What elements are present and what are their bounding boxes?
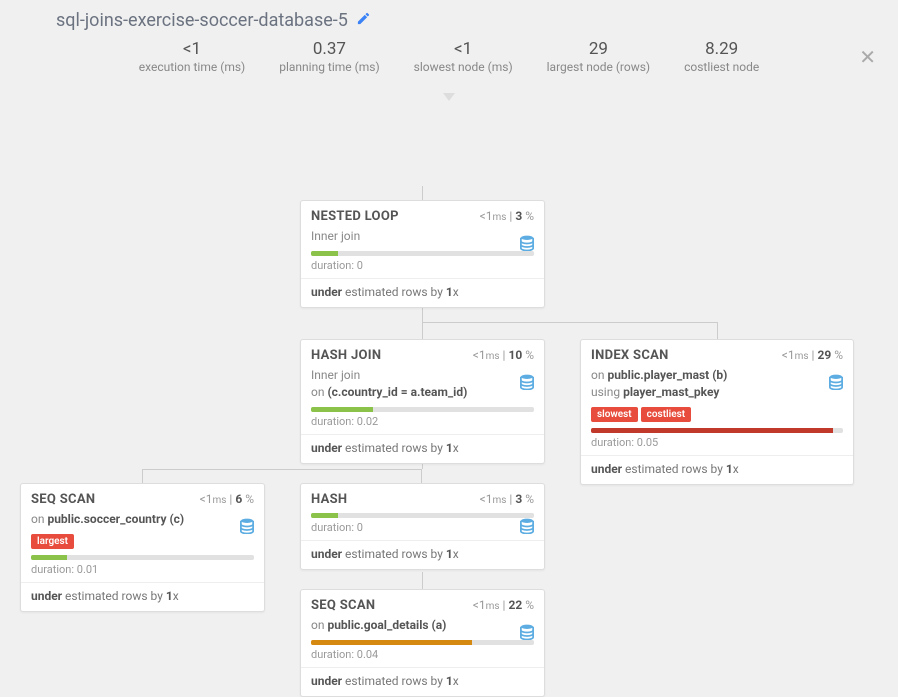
duration-label: duration: 0 [311,521,534,534]
duration-label: duration: 0 [311,259,534,272]
stats-row: <1execution time (ms)0.37planning time (… [0,31,898,86]
tags: slowestcostliest [591,406,843,422]
database-icon[interactable] [520,374,534,394]
row-estimate: under estimated rows by 1x [311,285,534,299]
stat: 8.29costliest node [684,39,759,74]
stat-value: <1 [414,39,513,59]
connector [422,186,423,200]
stat-label: largest node (rows) [547,60,650,74]
connector [422,322,718,339]
edit-icon[interactable] [356,11,371,30]
stat: 29largest node (rows) [547,39,650,74]
tag-largest: largest [31,534,74,549]
connector [422,572,423,589]
duration-bar [31,555,254,560]
close-icon[interactable]: ✕ [859,45,876,69]
stat: <1execution time (ms) [139,39,245,74]
duration-label: duration: 0.05 [591,436,843,449]
node-meta: <1ms | 3 % [480,209,534,223]
plan-node-hash-join[interactable]: HASH JOIN <1ms | 10 % Inner joinon (c.co… [300,339,545,464]
node-subtitle: on public.player_mast (b)using player_ma… [591,367,843,401]
tag-slowest: slowest [591,407,638,422]
node-meta: <1ms | 29 % [782,348,843,362]
duration-bar [591,428,843,433]
row-estimate: under estimated rows by 1x [311,547,534,561]
duration-bar [311,640,534,645]
duration-bar [311,407,534,412]
node-title: HASH JOIN [311,348,381,363]
database-icon[interactable] [240,518,254,538]
tags: largest [31,533,254,549]
row-estimate: under estimated rows by 1x [311,674,534,688]
node-title: SEQ SCAN [31,492,95,507]
duration-label: duration: 0.01 [31,563,254,576]
stat-label: planning time (ms) [279,60,379,74]
node-subtitle: Inner join [311,228,534,245]
stat-value: 0.37 [279,39,379,59]
stat: 0.37planning time (ms) [279,39,379,74]
row-estimate: under estimated rows by 1x [311,441,534,455]
node-title: HASH [311,492,347,507]
node-meta: <1ms | 3 % [480,492,534,506]
node-title: NESTED LOOP [311,209,399,224]
duration-label: duration: 0.02 [311,415,534,428]
node-subtitle: Inner joinon (c.country_id = a.team_id) [311,367,534,401]
stat: <1slowest node (ms) [414,39,513,74]
row-estimate: under estimated rows by 1x [591,462,843,476]
node-subtitle: on public.soccer_country (c) [31,511,254,528]
database-icon[interactable] [829,374,843,394]
node-meta: <1ms | 10 % [473,348,534,362]
plan-node-seq-scan-c[interactable]: SEQ SCAN <1ms | 6 % on public.soccer_cou… [20,483,265,612]
stat-label: costliest node [684,60,759,74]
stat-label: execution time (ms) [139,60,245,74]
node-title: INDEX SCAN [591,348,669,363]
plan-canvas: NESTED LOOP <1ms | 3 % Inner join durati… [0,86,898,606]
plan-node-hash[interactable]: HASH <1ms | 3 % duration: 0 under estima… [300,483,545,570]
connector [142,469,422,483]
stat-value: <1 [139,39,245,59]
duration-label: duration: 0.04 [311,648,534,661]
stat-label: slowest node (ms) [414,60,513,74]
database-icon[interactable] [520,518,534,538]
stat-value: 8.29 [684,39,759,59]
node-subtitle: on public.goal_details (a) [311,617,534,634]
plan-node-seq-scan-a[interactable]: SEQ SCAN <1ms | 22 % on public.goal_deta… [300,589,545,697]
row-estimate: under estimated rows by 1x [31,589,254,603]
stat-value: 29 [547,39,650,59]
duration-bar [311,513,534,518]
plan-node-nested-loop[interactable]: NESTED LOOP <1ms | 3 % Inner join durati… [300,200,545,308]
page-title: sql-joins-exercise-soccer-database-5 [56,10,348,31]
connector [422,308,423,322]
tag-costliest: costliest [641,407,691,422]
plan-node-index-scan[interactable]: INDEX SCAN <1ms | 29 % on public.player_… [580,339,854,485]
node-title: SEQ SCAN [311,598,375,613]
node-meta: <1ms | 6 % [200,492,254,506]
node-meta: <1ms | 22 % [473,598,534,612]
duration-bar [311,251,534,256]
